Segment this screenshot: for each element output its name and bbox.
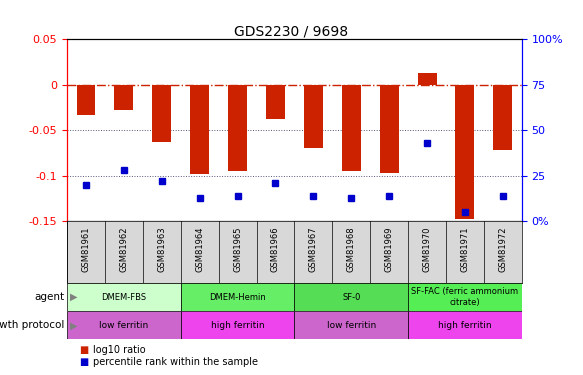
Text: ■: ■ — [79, 357, 88, 368]
Text: GSM81972: GSM81972 — [498, 226, 507, 272]
Text: ▶: ▶ — [70, 320, 78, 330]
Text: DMEM-Hemin: DMEM-Hemin — [209, 292, 266, 302]
Bar — [181, 311, 294, 339]
Text: percentile rank within the sample: percentile rank within the sample — [93, 357, 258, 368]
Text: ▶: ▶ — [70, 292, 78, 302]
Text: DMEM-FBS: DMEM-FBS — [101, 292, 146, 302]
Text: ■: ■ — [79, 345, 88, 355]
Text: GDS2230 / 9698: GDS2230 / 9698 — [234, 24, 349, 38]
Bar — [114, 85, 134, 110]
Bar — [342, 85, 361, 171]
Bar — [67, 283, 181, 311]
Text: high ferritin: high ferritin — [211, 321, 264, 330]
Text: high ferritin: high ferritin — [438, 321, 491, 330]
Text: GSM81963: GSM81963 — [157, 226, 166, 272]
Bar — [455, 85, 475, 219]
Bar — [408, 311, 522, 339]
Bar — [266, 85, 285, 119]
Text: agent: agent — [34, 292, 64, 302]
Bar — [181, 283, 294, 311]
Bar — [294, 311, 408, 339]
Bar — [76, 85, 96, 115]
Text: GSM81961: GSM81961 — [82, 226, 90, 272]
Text: log10 ratio: log10 ratio — [93, 345, 146, 355]
Bar — [190, 85, 209, 174]
Text: GSM81969: GSM81969 — [385, 226, 394, 272]
Text: GSM81966: GSM81966 — [271, 226, 280, 272]
Text: SF-FAC (ferric ammonium
citrate): SF-FAC (ferric ammonium citrate) — [412, 288, 518, 307]
Bar — [228, 85, 247, 171]
Text: GSM81964: GSM81964 — [195, 226, 204, 272]
Text: GSM81965: GSM81965 — [233, 226, 242, 272]
Text: GSM81967: GSM81967 — [309, 226, 318, 272]
Text: SF-0: SF-0 — [342, 292, 360, 302]
Bar — [380, 85, 399, 173]
Text: growth protocol: growth protocol — [0, 320, 64, 330]
Text: GSM81962: GSM81962 — [120, 226, 128, 272]
Bar — [417, 73, 437, 85]
Bar — [408, 283, 522, 311]
Bar — [152, 85, 171, 142]
Bar — [493, 85, 512, 150]
Text: GSM81971: GSM81971 — [461, 226, 469, 272]
Bar — [294, 283, 408, 311]
Bar — [304, 85, 323, 148]
Text: GSM81968: GSM81968 — [347, 226, 356, 272]
Text: low ferritin: low ferritin — [326, 321, 376, 330]
Text: low ferritin: low ferritin — [99, 321, 149, 330]
Text: GSM81970: GSM81970 — [423, 226, 431, 272]
Bar — [67, 311, 181, 339]
